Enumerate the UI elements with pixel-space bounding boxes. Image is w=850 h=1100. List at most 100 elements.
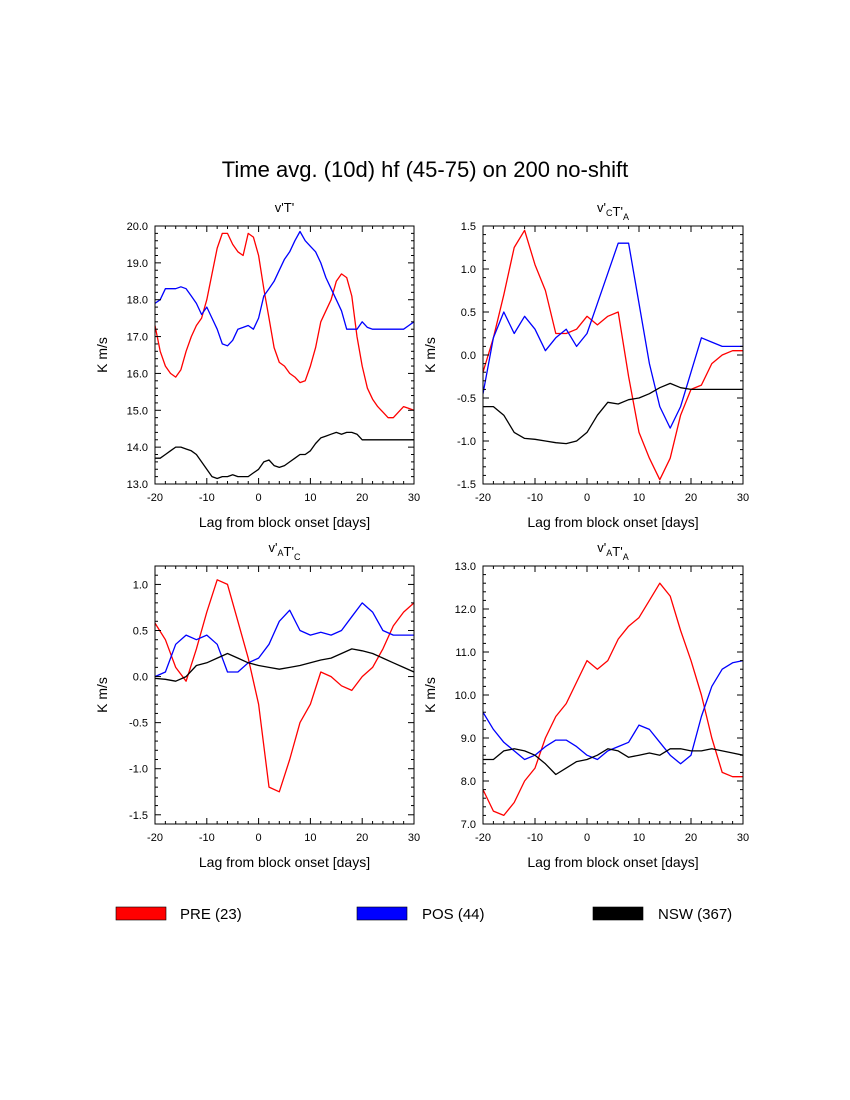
panel-title-subscript: A <box>623 552 629 562</box>
x-axis-label: Lag from block onset [days] <box>527 854 698 870</box>
panel-title: v'T' <box>275 200 294 215</box>
legend-swatch <box>356 906 408 921</box>
plot-frame <box>482 225 744 485</box>
y-tick-label: 0.5 <box>133 626 148 638</box>
series-line-pre <box>483 229 743 481</box>
series-line-pre <box>155 579 414 793</box>
panel-title: v'AT'A <box>597 540 628 562</box>
y-axis-label: K m/s <box>422 337 438 373</box>
series-line-pos <box>483 242 743 429</box>
y-tick-label: 7.0 <box>461 819 476 831</box>
y-tick-label: 11.0 <box>455 647 476 659</box>
series-line-pos <box>155 230 414 347</box>
y-tick-label: 17.0 <box>127 332 148 344</box>
x-tick-label: -10 <box>199 832 215 844</box>
x-tick-label: -20 <box>147 832 163 844</box>
panel-title-subscript: C <box>606 208 613 218</box>
y-axis-label: K m/s <box>422 677 438 713</box>
plot-frame <box>154 225 415 485</box>
y-tick-label: 13.0 <box>455 561 476 573</box>
x-tick-label: 10 <box>304 492 316 504</box>
x-tick-label: 0 <box>584 492 590 504</box>
panel-title: v'CT'A <box>597 200 629 222</box>
x-tick-label: -20 <box>147 492 163 504</box>
legend-swatch <box>592 906 644 921</box>
series-line-pre <box>483 582 743 817</box>
y-tick-label: 0.0 <box>133 672 148 684</box>
y-tick-label: 14.0 <box>127 442 148 454</box>
chart-panel-4: -20 -10 0 10 20 30 7.0 8.0 9.0 10.0 11.0 12.0 13.0 La… <box>422 540 749 870</box>
legend-item-nsw: NSW (367) <box>592 906 732 923</box>
panel-title-subscript: A <box>623 212 629 222</box>
y-tick-label: 1.0 <box>461 264 476 276</box>
y-tick-label: 1.0 <box>133 579 148 591</box>
y-axis-label: K m/s <box>94 337 110 373</box>
x-tick-label: -20 <box>475 492 491 504</box>
x-axis-label: Lag from block onset [days] <box>199 514 370 530</box>
series-line-pos <box>483 659 743 765</box>
y-tick-label: 10.0 <box>455 690 476 702</box>
x-tick-label: 20 <box>685 492 697 504</box>
legend: PRE (23) POS (44) NSW (367) <box>115 906 732 923</box>
x-tick-label: -10 <box>199 492 215 504</box>
y-tick-label: -0.5 <box>129 718 148 730</box>
panel-title-part: v'T' <box>275 200 294 215</box>
y-tick-label: -1.5 <box>129 810 148 822</box>
y-axis-label: K m/s <box>94 677 110 713</box>
y-tick-label: 13.0 <box>127 479 148 491</box>
chart-panel-3: -20 -10 0 10 20 30 -1.5 -1.0 -0.5 0.0 0.5 1.0 Lag fr… <box>94 540 420 870</box>
chart-panel-2: -20 -10 0 10 20 30 -1.5 -1.0 -0.5 0.0 0.5 1.0 1.5 Lag… <box>422 200 749 530</box>
figure-title: Time avg. (10d) hf (45-75) on 200 no-shi… <box>222 157 628 182</box>
panel-title-part: T' <box>284 544 294 559</box>
panel-title-part: T' <box>613 204 623 219</box>
y-tick-label: 0.5 <box>461 307 476 319</box>
panel-title-part: T' <box>612 544 622 559</box>
chart-panels: -20 -10 0 10 20 30 13.0 14.0 15.0 16.0 17.0 18.0 19.… <box>94 200 749 870</box>
x-tick-label: -20 <box>475 832 491 844</box>
x-tick-label: 20 <box>685 832 697 844</box>
y-tick-label: 1.5 <box>461 221 476 233</box>
y-tick-label: -1.0 <box>457 436 476 448</box>
x-tick-label: 20 <box>356 832 368 844</box>
y-tick-label: 19.0 <box>127 258 148 270</box>
panel-title-part: v' <box>269 540 278 555</box>
chart-panel-1: -20 -10 0 10 20 30 13.0 14.0 15.0 16.0 17.0 18.0 19.… <box>94 200 420 530</box>
x-tick-label: 30 <box>408 492 420 504</box>
series-line-nsw <box>483 748 743 776</box>
y-tick-label: 8.0 <box>461 776 476 788</box>
legend-item-pos: POS (44) <box>356 906 485 923</box>
series-line-nsw <box>155 648 414 682</box>
y-tick-label: 0.0 <box>461 350 476 362</box>
x-tick-label: 30 <box>737 492 749 504</box>
y-tick-label: 12.0 <box>455 604 476 616</box>
y-tick-label: 16.0 <box>127 368 148 380</box>
x-axis-label: Lag from block onset [days] <box>527 514 698 530</box>
x-tick-label: 30 <box>408 832 420 844</box>
y-tick-label: 18.0 <box>127 295 148 307</box>
y-tick-label: -1.5 <box>457 479 476 491</box>
x-tick-label: 0 <box>256 492 262 504</box>
series-line-pos <box>155 602 414 678</box>
series-line-pre <box>155 232 414 419</box>
y-tick-label: -0.5 <box>457 393 476 405</box>
panel-title-subscript: A <box>606 548 612 558</box>
x-axis-label: Lag from block onset [days] <box>199 854 370 870</box>
legend-label: NSW (367) <box>658 906 732 923</box>
panel-title-part: v' <box>597 540 606 555</box>
panel-title: v'AT'C <box>269 540 301 562</box>
series-line-nsw <box>155 431 414 480</box>
series-line-nsw <box>483 382 743 445</box>
x-tick-label: 20 <box>356 492 368 504</box>
x-tick-label: 10 <box>633 832 645 844</box>
x-tick-label: 10 <box>304 832 316 844</box>
y-tick-label: 20.0 <box>127 221 148 233</box>
y-tick-label: -1.0 <box>129 764 148 776</box>
legend-item-pre: PRE (23) <box>115 906 242 923</box>
y-tick-label: 9.0 <box>461 733 476 745</box>
legend-label: POS (44) <box>422 906 485 923</box>
legend-swatch <box>115 906 167 921</box>
plot-frame <box>154 565 415 825</box>
panel-title-subscript: A <box>278 548 284 558</box>
panel-title-subscript: C <box>294 552 301 562</box>
